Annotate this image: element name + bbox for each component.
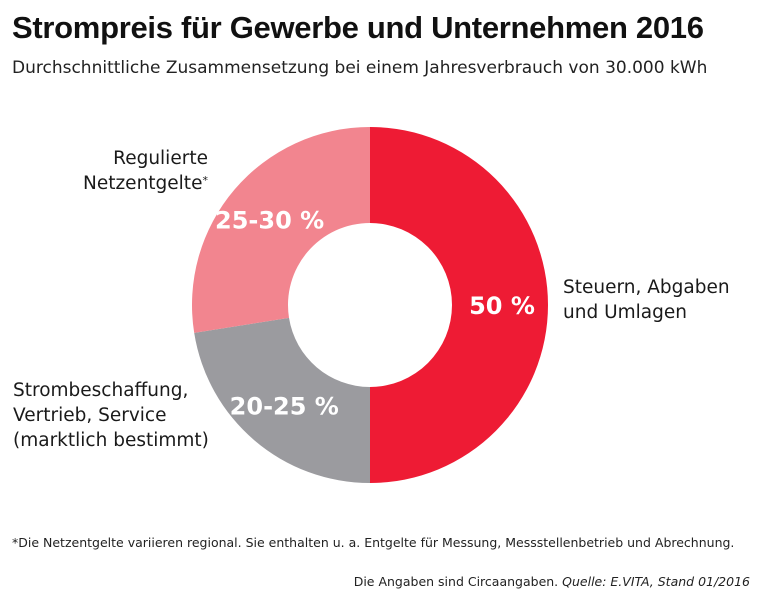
donut-slice-2: [192, 127, 370, 333]
slice-value-label-2: 25-30 %: [215, 206, 324, 234]
source-line: Die Angaben sind Circaangaben. Quelle: E…: [353, 574, 750, 589]
label-netzentgelte: Regulierte Netzentgelte*: [83, 148, 208, 194]
donut-slice-0: [370, 127, 548, 483]
chart-subtitle: Durchschnittliche Zusammensetzung bei ei…: [12, 58, 708, 78]
chart-title: Strompreis für Gewerbe und Unternehmen 2…: [12, 10, 704, 45]
slice-value-label-1: 20-25 %: [230, 392, 339, 420]
footnote: *Die Netzentgelte variieren regional. Si…: [12, 535, 735, 550]
donut-slice-1: [194, 317, 370, 483]
slice-value-label-0: 50 %: [469, 292, 535, 320]
label-strombeschaffung: Strombeschaffung, Vertrieb, Service (mar…: [13, 380, 209, 451]
label-steuern: Steuern, Abgaben und Umlagen: [563, 277, 730, 323]
footnote-marker: *: [202, 174, 208, 187]
